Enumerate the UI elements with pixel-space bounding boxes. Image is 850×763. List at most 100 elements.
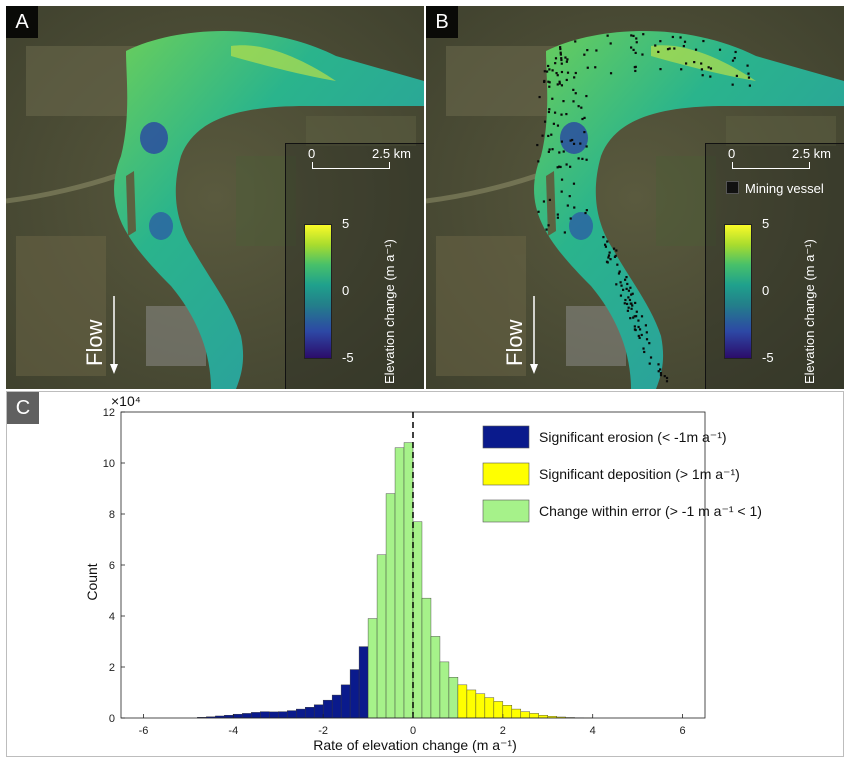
histogram-bar — [233, 713, 243, 719]
vessel-legend-swatch — [726, 181, 739, 194]
histogram-bar — [296, 708, 306, 719]
histogram-bar — [304, 707, 315, 719]
vessel-point — [659, 40, 662, 43]
vessel-point — [747, 72, 750, 75]
scale-bar — [312, 162, 390, 169]
vessel-point — [746, 64, 749, 67]
legend-label: Significant deposition (> 1m a⁻¹) — [539, 466, 740, 482]
vessel-point — [624, 278, 627, 281]
histogram-bar — [367, 618, 378, 719]
colorbar-min-label: -5 — [342, 350, 354, 365]
vessel-point — [634, 301, 637, 305]
colorbar — [304, 224, 332, 359]
x-tick-label: -6 — [139, 725, 149, 737]
histogram-bar — [340, 684, 351, 719]
histogram-bar — [349, 669, 360, 719]
vessel-point — [563, 231, 566, 234]
vessel-point — [571, 138, 574, 142]
vessel-point — [665, 376, 669, 380]
vessel-point — [581, 117, 584, 121]
vessel-point — [709, 75, 712, 78]
vessel-point — [548, 198, 551, 202]
vessel-point — [718, 48, 722, 51]
vessel-point — [641, 53, 644, 56]
vessel-point — [547, 150, 550, 153]
histogram-bar — [412, 521, 423, 719]
vessel-point — [700, 62, 703, 65]
vessel-point — [560, 140, 563, 143]
vessel-point — [537, 210, 540, 213]
vessel-legend-label: Mining vessel — [745, 181, 824, 196]
histogram-chart: -6 -4 -2 0 2 4 6 0 2 4 6 8 10 12 Count Rate of elevat… — [84, 393, 762, 753]
vessel-point — [734, 50, 737, 54]
vessel-point — [566, 204, 569, 207]
vessel-point — [551, 69, 554, 72]
vessel-point — [731, 59, 735, 62]
vessel-point — [659, 374, 663, 377]
vessel-point — [583, 53, 586, 56]
vessel-point — [645, 331, 648, 334]
vessel-point — [551, 97, 554, 100]
histogram-bar — [376, 554, 387, 719]
vessel-point — [637, 319, 640, 322]
histogram-bar — [484, 697, 495, 719]
vessel-point — [628, 298, 632, 302]
vessel-point — [574, 71, 577, 75]
scale-start-label: 0 — [308, 146, 316, 161]
vessel-point — [631, 292, 634, 295]
vessel-point — [543, 70, 546, 73]
vessel-point — [632, 34, 635, 38]
y-tick-label: 2 — [109, 662, 115, 674]
vessel-point — [572, 182, 576, 185]
x-tick-label: 2 — [500, 725, 506, 737]
vessel-point — [612, 247, 616, 250]
vessel-point — [565, 112, 568, 116]
scale-bar — [732, 162, 810, 169]
vessel-point — [659, 371, 663, 375]
vessel-point — [608, 251, 611, 254]
chart-axes: -6 -4 -2 0 2 4 6 0 2 4 6 8 10 12 — [103, 407, 706, 737]
histogram-bar — [520, 711, 530, 719]
vessel-point — [635, 37, 638, 40]
scale-start-label: 0 — [728, 146, 736, 161]
vessel-point — [643, 350, 646, 354]
vessel-point — [615, 249, 618, 252]
legend-label: Significant erosion (< -1m a⁻¹) — [539, 429, 727, 445]
vessel-point — [668, 47, 671, 50]
vessel-point — [568, 195, 571, 198]
vessel-point — [585, 145, 588, 148]
y-multiplier-label: ×10⁴ — [111, 393, 141, 409]
vessel-point — [665, 380, 669, 383]
vessel-point — [609, 72, 613, 75]
flow-arrow-icon — [110, 296, 118, 374]
vessel-point — [626, 309, 629, 312]
vessel-point — [603, 243, 607, 246]
vessel-point — [747, 76, 751, 79]
vessel-point — [560, 57, 563, 60]
vessel-point — [707, 66, 710, 69]
vessel-point — [638, 336, 641, 339]
vessel-point — [618, 270, 621, 273]
vessel-point — [545, 228, 548, 231]
vessel-point — [548, 85, 551, 88]
vessel-point — [615, 283, 618, 286]
histogram-bar — [502, 705, 513, 719]
vessel-point — [619, 281, 622, 284]
vessel-point — [648, 362, 651, 365]
vessel-point — [679, 36, 682, 39]
histogram-bar — [403, 442, 414, 719]
vessel-point — [635, 310, 638, 313]
vessel-point — [547, 110, 551, 114]
vessel-point — [649, 356, 653, 359]
vessel-point — [632, 316, 635, 319]
vessel-point — [634, 51, 637, 55]
vessel-point — [543, 120, 547, 123]
vessel-point — [607, 256, 610, 259]
vessel-point — [609, 42, 612, 45]
vessel-point — [560, 190, 563, 193]
vessel-point — [583, 116, 586, 119]
vessel-point — [642, 347, 645, 350]
vessel-point — [536, 143, 539, 147]
vessel-point — [585, 209, 588, 212]
vessel-point — [559, 53, 562, 56]
